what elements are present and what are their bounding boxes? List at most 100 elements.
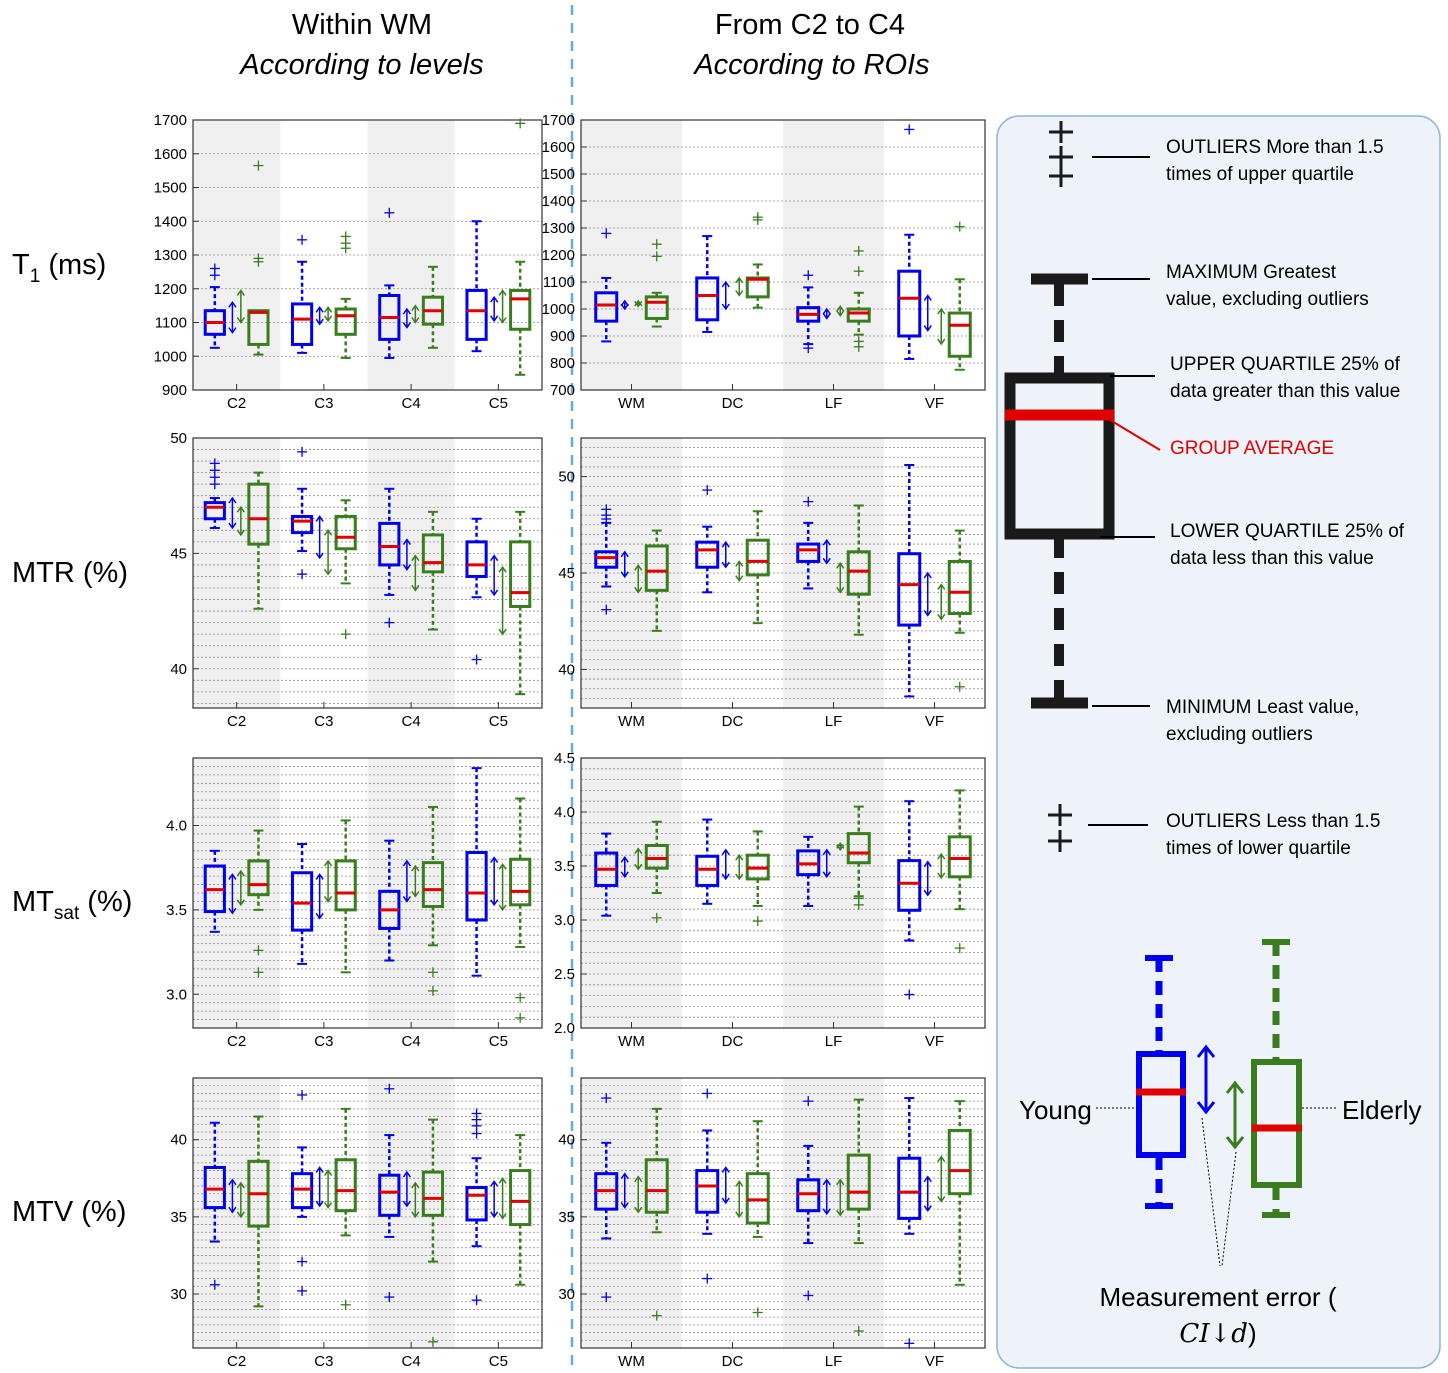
- ci-head-bottom: [323, 568, 333, 576]
- ci-head-bottom: [402, 322, 412, 329]
- ci-head-top: [315, 306, 324, 313]
- quartile-box: [465, 288, 488, 341]
- ci-head-bottom: [411, 317, 420, 324]
- elderly-ci-arrow: [498, 289, 507, 324]
- ci-head-top: [836, 1178, 845, 1186]
- elderly-ci-arrow: [634, 1175, 643, 1214]
- x-tick-label: WM: [618, 395, 645, 412]
- x-tick-label: DC: [722, 1033, 744, 1050]
- category-band: [581, 758, 682, 1028]
- ci-head-bottom: [315, 1200, 324, 1208]
- elderly-box-C4: [411, 510, 445, 631]
- legend-upper-quartile-text: UPPER QUARTILE 25% of data greater than …: [1170, 354, 1405, 402]
- young-box-DC: [695, 485, 730, 594]
- elderly-box-VF: [937, 529, 972, 692]
- panel-2: 700 800 900 1000 1100 1200 1300 1400 1500 1600 170…: [542, 112, 986, 412]
- y-tick-label: 3.0: [554, 912, 575, 929]
- y-tick-label: 1200: [542, 247, 575, 264]
- ci-head-top: [236, 505, 245, 513]
- elderly-ci-arrow: [236, 1181, 245, 1219]
- young-box-C4: [378, 1083, 412, 1303]
- elderly-ci-arrow: [498, 565, 507, 636]
- ci-head-top: [411, 1181, 420, 1189]
- quartile-box: [290, 1172, 314, 1210]
- elderly-ci-arrow: [323, 528, 333, 576]
- ci-head-bottom: [923, 609, 932, 617]
- ci-head-bottom: [836, 310, 845, 318]
- quartile-box: [796, 542, 821, 563]
- young-ci-arrow: [923, 571, 932, 617]
- ci-head-top: [620, 856, 629, 863]
- elderly-ci-arrow: [498, 863, 507, 912]
- legend-measurement-error-text: Measurement error (: [1100, 1282, 1337, 1312]
- quartile-box: [947, 835, 972, 879]
- ci-head-top: [620, 1172, 629, 1180]
- ci-head-top: [323, 859, 333, 867]
- young-box-DC: [695, 818, 730, 905]
- ci-head-top: [490, 554, 499, 562]
- young-box-C2: [203, 263, 237, 349]
- y-tick-label: 1700: [154, 112, 187, 129]
- ci-head-top: [721, 1166, 730, 1173]
- young-box-C5: [465, 1108, 499, 1306]
- young-ci-arrow: [620, 1172, 629, 1209]
- elderly-box-C5: [498, 510, 532, 696]
- quartile-box: [421, 533, 445, 574]
- elderly-ci-arrow: [735, 276, 744, 297]
- panel-7: 30 35 40 C2 C3 C4 C5: [170, 1077, 543, 1370]
- ci-head-top: [923, 571, 932, 579]
- y-tick-label: 40: [170, 661, 187, 678]
- ci-head-bottom: [620, 1202, 629, 1209]
- legend-outliers-lower-icon: [1048, 804, 1072, 852]
- young-box-WM: [594, 504, 629, 615]
- category-band: [783, 1078, 884, 1348]
- ci-head-top: [923, 294, 932, 301]
- young-box-C2: [203, 1121, 237, 1290]
- quartile-box: [796, 1178, 821, 1213]
- young-ci-arrow: [315, 306, 324, 326]
- ci-head-bottom: [923, 889, 932, 897]
- ci-head-top: [634, 1175, 643, 1183]
- x-tick-label: C5: [489, 1353, 508, 1370]
- elderly-ci-arrow: [411, 1181, 420, 1219]
- legend-outliers-upper-text: OUTLIERS More than 1.5 times of upper qu…: [1166, 137, 1389, 185]
- left-column-title: Within WM: [292, 9, 432, 41]
- ci-head-bottom: [923, 325, 932, 332]
- elderly-ci-arrow: [498, 1176, 507, 1220]
- young-ci-arrow: [228, 300, 237, 334]
- legend-outliers-upper-line-1: OUTLIERS More than 1.5: [1166, 137, 1384, 158]
- y-tick-label: 1200: [154, 281, 187, 298]
- quartile-box: [509, 540, 532, 608]
- legend-elderly-label: Elderly: [1342, 1095, 1421, 1125]
- ci-head-top: [735, 853, 744, 861]
- quartile-box: [465, 851, 488, 922]
- elderly-box-C3: [323, 1107, 357, 1310]
- y-tick-label: 2.5: [554, 966, 575, 983]
- quartile-box: [203, 501, 226, 521]
- young-ci-arrow: [822, 307, 831, 320]
- elderly-box-C5: [498, 1134, 532, 1286]
- panel-8: 30 35 40 WM DC LF VF: [558, 1077, 986, 1370]
- ci-head-top: [323, 1169, 333, 1177]
- y-tick-label: 3.0: [166, 986, 187, 1003]
- elderly-box-C3: [323, 499, 357, 640]
- elderly-box-C4: [411, 1118, 445, 1347]
- legend-outliers-lower-text: OUTLIERS Less than 1.5 times of lower qu…: [1166, 811, 1386, 859]
- young-ci-arrow: [402, 1170, 412, 1208]
- ci-head-bottom: [822, 557, 831, 565]
- quartile-box: [203, 1165, 226, 1210]
- ci-head-bottom: [721, 303, 730, 311]
- legend-error-leader-1: [1201, 1117, 1221, 1267]
- plot-frame: [580, 757, 986, 1029]
- young-box-C4: [378, 487, 412, 628]
- ci-head-bottom: [236, 1211, 245, 1219]
- ci-head-top: [822, 848, 831, 856]
- young-ci-arrow: [490, 295, 499, 323]
- category-band: [193, 1078, 281, 1348]
- young-box-WM: [594, 228, 629, 343]
- ci-head-bottom: [498, 317, 507, 324]
- quartile-box: [745, 538, 770, 577]
- young-ci-arrow: [228, 1178, 237, 1214]
- elderly-ci-arrow: [836, 304, 845, 318]
